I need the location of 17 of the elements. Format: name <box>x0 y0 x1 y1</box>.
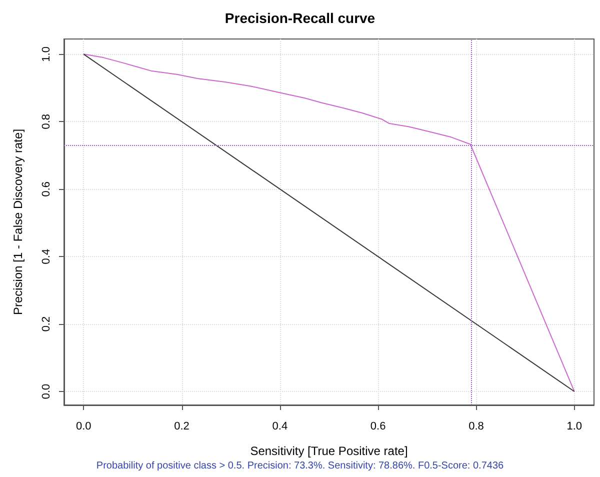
line-series <box>83 54 575 392</box>
x-tick-label: 0.8 <box>468 420 484 432</box>
y-tick-label: 0.6 <box>40 181 52 197</box>
x-tick-label: 1.0 <box>566 420 582 432</box>
y-tick-label: 1.0 <box>40 46 52 62</box>
y-axis-title: Precision [1 - False Discovery rate] <box>11 128 25 316</box>
x-tick-label: 0.4 <box>272 420 288 432</box>
x-tick-label: 0.2 <box>174 420 190 432</box>
text: Probability of positive class > 0.5. Precision: 73.3%. Sensitivity: 78.86%. F0.5-Score: 0.7436 <box>96 460 504 472</box>
y-tick-label: 0.2 <box>40 316 52 332</box>
y-tick-label: 0.8 <box>40 114 52 130</box>
x-tick-label: 0.0 <box>76 420 92 432</box>
y-tick-label: 0.0 <box>40 384 52 400</box>
x-tick-label: 0.6 <box>370 420 386 432</box>
y-tick-label: 0.4 <box>40 248 52 264</box>
x-axis-title: Sensitivity [True Positive rate] <box>250 444 408 458</box>
chart-title: Precision-Recall curve <box>224 10 376 26</box>
